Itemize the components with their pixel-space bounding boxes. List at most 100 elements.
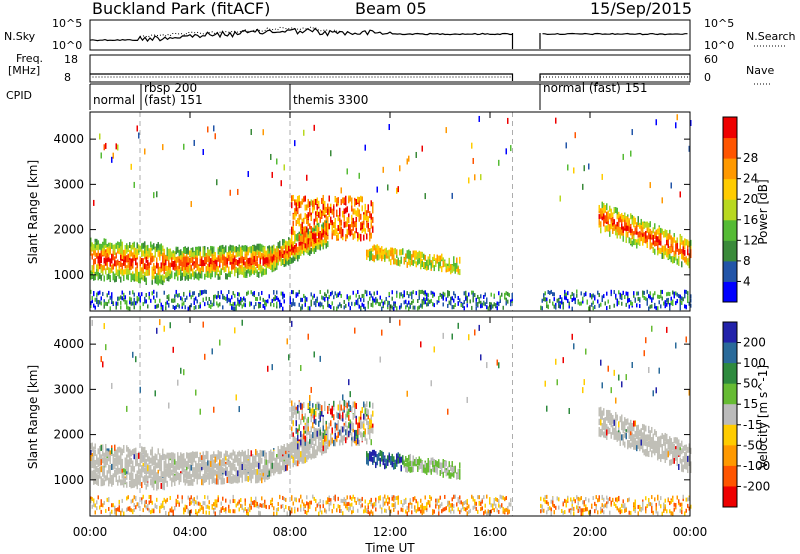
velocity-cell — [145, 451, 147, 458]
power-cell — [300, 227, 302, 234]
power-cell — [234, 257, 236, 264]
power-cell — [333, 205, 335, 212]
power-cell — [162, 255, 164, 262]
velocity-cell — [286, 338, 288, 345]
power-cell — [220, 290, 222, 295]
power-cell — [187, 259, 189, 266]
power-cell — [636, 303, 638, 308]
velocity-cell — [274, 457, 276, 464]
power-cell — [336, 293, 338, 298]
velocity-cell — [223, 468, 225, 475]
power-cell — [364, 228, 366, 235]
power-cell — [637, 238, 639, 245]
power-cell — [681, 300, 683, 305]
power-cell — [306, 247, 308, 254]
power-cell — [124, 257, 126, 264]
power-cell — [498, 301, 500, 306]
velocity-cell — [91, 452, 93, 459]
power-cell — [202, 260, 204, 267]
velocity-cell — [112, 503, 114, 508]
power-cell — [676, 258, 678, 265]
velocity-cell — [235, 477, 237, 484]
power-cell — [592, 293, 594, 298]
power-cell — [157, 242, 159, 249]
power-cell — [127, 268, 129, 275]
power-cell — [243, 271, 245, 278]
velocity-cell — [229, 461, 231, 468]
power-cell — [313, 124, 315, 131]
power-cell — [687, 249, 689, 256]
power-cell — [343, 208, 345, 215]
power-cell — [603, 202, 605, 209]
power-cell — [447, 290, 449, 295]
power-cell — [207, 265, 209, 272]
power-cell — [603, 218, 605, 225]
power-cell — [411, 291, 413, 296]
power-cell — [679, 242, 681, 249]
power-cell — [178, 265, 180, 272]
power-cell — [256, 243, 258, 250]
power-cell — [442, 291, 444, 296]
power-cell — [453, 265, 455, 272]
power-cell — [255, 259, 257, 266]
power-cell — [636, 291, 638, 296]
power-cell — [250, 246, 252, 253]
power-cell — [298, 202, 300, 209]
power-cell — [660, 289, 662, 294]
power-cell — [613, 219, 615, 226]
velocity-cell — [181, 467, 183, 474]
power-cell — [127, 261, 129, 268]
velocity-cell — [141, 497, 143, 502]
power-cell — [238, 245, 240, 252]
power-cell — [567, 291, 569, 296]
velocity-cell — [244, 453, 246, 460]
power-cell — [669, 302, 671, 307]
velocity-cell — [183, 453, 185, 460]
power-cell — [295, 219, 297, 226]
power-cell — [396, 306, 398, 311]
power-cell — [96, 297, 98, 302]
velocity-cell — [207, 504, 209, 509]
power-cell — [238, 267, 240, 274]
velocity-cell — [127, 447, 129, 454]
velocity-cell — [130, 458, 132, 465]
power-cell — [369, 211, 371, 218]
power-cell — [417, 298, 419, 303]
power-cell — [579, 301, 581, 306]
velocity-cell — [147, 465, 149, 472]
power-cell — [355, 227, 357, 234]
power-cell — [142, 263, 144, 270]
velocity-cell — [178, 473, 180, 480]
power-cell — [271, 171, 273, 178]
power-cell — [187, 247, 189, 254]
power-cell — [636, 228, 638, 235]
power-cell — [384, 254, 386, 261]
power-cell — [154, 277, 156, 284]
velocity-cell — [117, 464, 119, 471]
power-cell — [436, 254, 438, 261]
velocity-cell — [102, 465, 104, 472]
power-cell — [268, 245, 270, 252]
power-cell — [346, 206, 348, 213]
power-cell — [178, 269, 180, 276]
power-cell — [361, 227, 363, 234]
velocity-cell — [250, 496, 252, 501]
velocity-cell — [199, 408, 201, 415]
power-cell — [240, 257, 242, 264]
nsky-label: N.Sky — [4, 30, 36, 43]
power-cell — [160, 305, 162, 310]
velocity-cell — [298, 453, 300, 460]
velocity-cell — [205, 504, 207, 509]
velocity-cell — [240, 503, 242, 508]
power-cell — [255, 251, 257, 258]
velocity-cell — [111, 509, 113, 514]
power-cell — [421, 261, 423, 268]
velocity-cell — [273, 462, 275, 469]
velocity-cell — [121, 472, 123, 479]
power-cell — [415, 253, 417, 260]
power-cell — [115, 266, 117, 273]
power-cell — [633, 235, 635, 242]
power-cell — [138, 132, 140, 139]
power-cell — [124, 262, 126, 269]
power-cell — [453, 298, 455, 303]
